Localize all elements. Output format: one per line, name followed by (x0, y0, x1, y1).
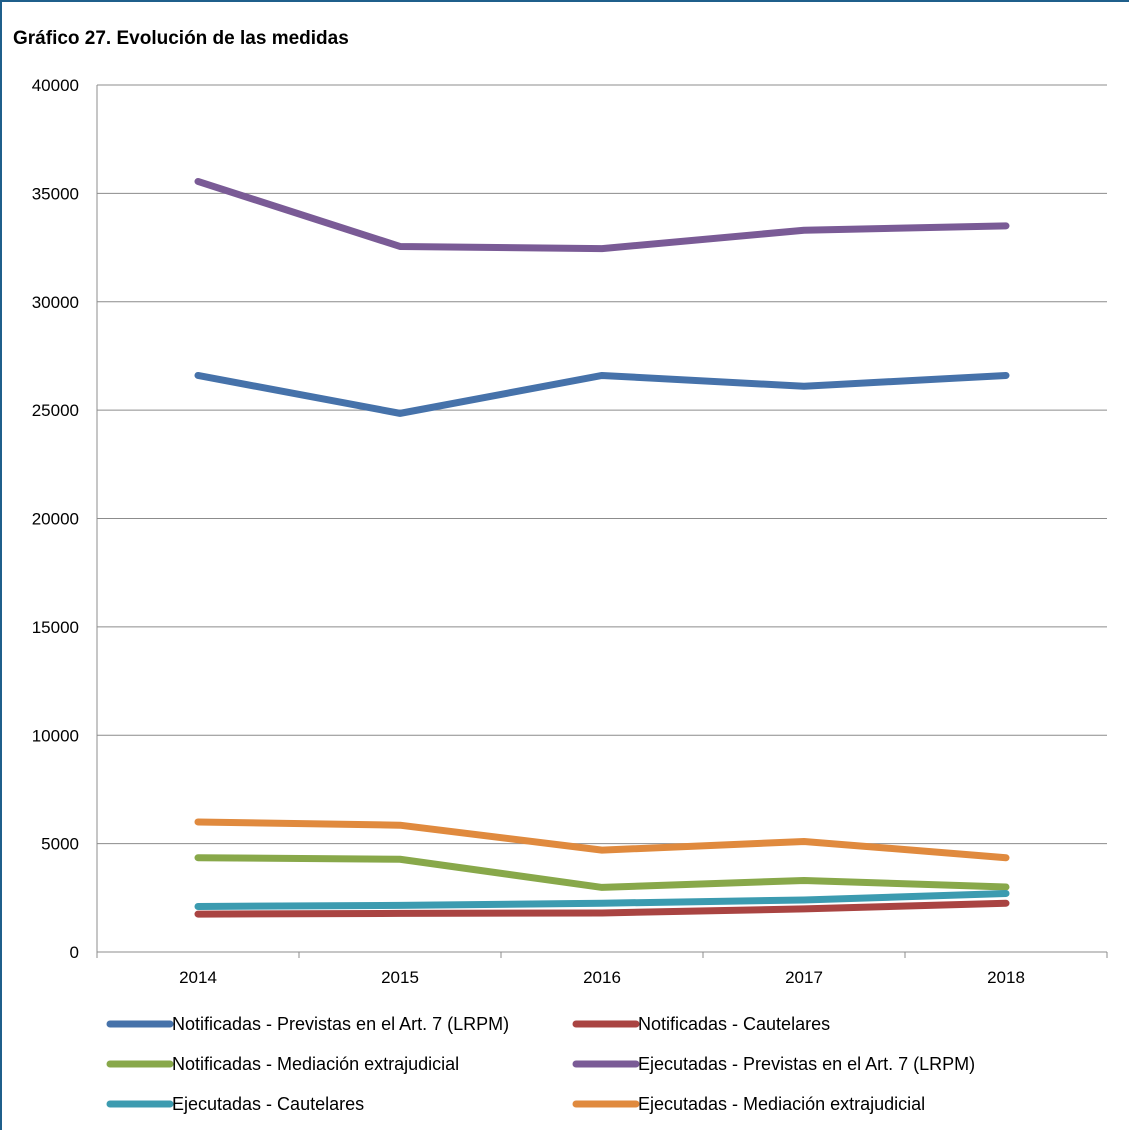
series-line-3 (194, 854, 1010, 891)
series-line-2 (194, 899, 1010, 918)
y-tick-label: 10000 (32, 726, 79, 745)
legend-label: Notificadas - Cautelares (638, 1014, 830, 1034)
y-tick-label: 5000 (41, 835, 79, 854)
x-axis-ticks: 2014 2015 2016 2017 2018 (179, 968, 1025, 987)
y-tick-label: 25000 (32, 401, 79, 420)
y-axis-ticks: 0 5000 10000 15000 20000 25000 30000 35000 40000 (32, 76, 79, 962)
legend-label: Notificadas - Mediación extrajudicial (172, 1054, 459, 1074)
y-tick-label: 30000 (32, 293, 79, 312)
legend-label: Notificadas - Previstas en el Art. 7 (LR… (172, 1014, 509, 1034)
y-tick-label: 35000 (32, 184, 79, 203)
x-tick-label: 2018 (987, 968, 1025, 987)
x-tick-label: 2016 (583, 968, 621, 987)
x-tick-label: 2014 (179, 968, 217, 987)
y-tick-label: 15000 (32, 618, 79, 637)
x-tick-label: 2017 (785, 968, 823, 987)
grid-lines (97, 84, 1107, 845)
series-line-1 (194, 371, 1010, 417)
legend-label: Ejecutadas - Previstas en el Art. 7 (LRP… (638, 1054, 975, 1074)
series-lines (194, 177, 1010, 918)
y-tick-label: 40000 (32, 76, 79, 95)
legend-label: Ejecutadas - Cautelares (172, 1094, 364, 1114)
legend-label: Ejecutadas - Mediación extrajudicial (638, 1094, 925, 1114)
x-tick-label: 2015 (381, 968, 419, 987)
axes (96, 85, 1108, 958)
series-line-6 (194, 818, 1010, 862)
legend: Notificadas - Previstas en el Art. 7 (LR… (106, 1014, 975, 1114)
chart-title: Gráfico 27. Evolución de las medidas (13, 28, 349, 49)
series-line-4 (194, 177, 1010, 253)
series-line-5 (194, 889, 1010, 910)
y-tick-label: 0 (70, 943, 79, 962)
y-tick-label: 20000 (32, 510, 79, 529)
